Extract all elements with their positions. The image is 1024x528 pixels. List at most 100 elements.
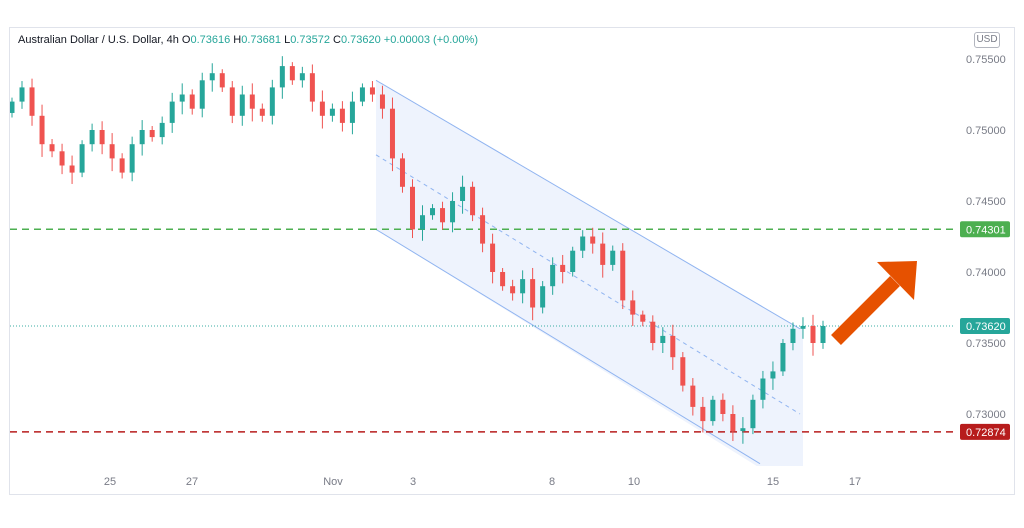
candle-body-53 — [540, 286, 546, 308]
candle-body-9 — [99, 130, 105, 145]
candle-body-13 — [139, 130, 145, 145]
candle-body-61 — [620, 250, 626, 301]
candle-body-38 — [389, 108, 395, 159]
candle-body-76 — [770, 371, 776, 379]
candle-body-45 — [460, 186, 466, 201]
candle-body-20 — [209, 73, 215, 81]
candles — [10, 56, 826, 444]
y-tick-4: 0.73500 — [966, 338, 1006, 350]
candle-body-28 — [289, 66, 295, 81]
arrow-head — [877, 261, 917, 300]
price-tag-1 — [960, 423, 1010, 440]
candle-body-73 — [740, 428, 746, 432]
candle-body-5 — [59, 151, 65, 166]
candle-body-34 — [349, 101, 355, 123]
y-tick-2: 0.74500 — [966, 196, 1006, 208]
x-tick-3: 3 — [410, 476, 416, 488]
candle-body-32 — [329, 108, 335, 116]
candle-body-57 — [580, 236, 586, 251]
candle-body-75 — [760, 378, 766, 400]
candle-body-80 — [810, 325, 816, 343]
candle-body-60 — [610, 250, 616, 265]
candle-body-78 — [790, 328, 796, 343]
candle-body-79 — [800, 325, 806, 329]
candle-body-63 — [640, 314, 646, 322]
candle-body-0 — [10, 101, 15, 113]
candle-body-30 — [309, 73, 315, 102]
candle-body-1 — [19, 87, 25, 102]
close-label: C — [333, 34, 341, 46]
candle-body-37 — [379, 94, 385, 109]
x-tick-1: 27 — [186, 476, 198, 488]
high-value: 0.73681 — [241, 34, 281, 46]
candle-body-68 — [690, 385, 696, 407]
candle-body-52 — [530, 279, 536, 308]
y-tick-3: 0.74000 — [966, 267, 1006, 279]
candle-body-8 — [89, 130, 95, 145]
candle-body-35 — [359, 87, 365, 102]
candle-body-41 — [420, 215, 426, 230]
candle-body-55 — [560, 264, 566, 272]
x-tick-7: 17 — [849, 476, 861, 488]
arrow-shaft — [831, 276, 900, 345]
candle-body-42 — [430, 208, 436, 216]
x-tick-6: 15 — [767, 476, 779, 488]
candle-body-19 — [199, 80, 205, 109]
candle-body-71 — [720, 399, 726, 414]
y-tick-1: 0.75000 — [966, 125, 1006, 137]
candle-body-25 — [259, 108, 265, 116]
time-axis: 25 27 Nov 3 8 10 15 17 — [104, 476, 861, 488]
x-tick-4: 8 — [549, 476, 555, 488]
channel-fill — [376, 80, 803, 466]
candle-body-21 — [219, 73, 225, 88]
candle-body-43 — [440, 208, 446, 223]
candle-body-56 — [570, 250, 576, 272]
candle-body-17 — [179, 94, 185, 102]
candle-body-22 — [229, 87, 235, 116]
candle-body-69 — [700, 406, 706, 422]
candle-body-65 — [660, 335, 666, 343]
x-tick-5: 10 — [628, 476, 640, 488]
low-label: L — [284, 34, 291, 46]
candle-body-24 — [249, 94, 255, 109]
candle-body-51 — [520, 279, 526, 294]
channel-lower-line — [375, 228, 761, 465]
candle-body-74 — [750, 399, 756, 429]
close-value: 0.73620 — [340, 34, 381, 46]
candle-body-4 — [49, 144, 55, 152]
candle-body-72 — [730, 414, 736, 432]
y-tick-0: 0.75500 — [966, 54, 1006, 66]
high-label: H — [233, 34, 242, 46]
y-tick-5: 0.73000 — [966, 409, 1006, 421]
candle-body-59 — [600, 243, 606, 265]
candle-body-6 — [69, 165, 75, 173]
candle-body-58 — [590, 236, 596, 244]
candle-body-14 — [149, 130, 155, 138]
candle-body-64 — [650, 321, 656, 343]
candle-body-81 — [820, 325, 826, 343]
change-value: +0.00003 (+0.00%) — [383, 34, 478, 46]
currency-button[interactable]: USD — [974, 32, 1000, 48]
candle-body-48 — [490, 243, 496, 272]
open-value: 0.73616 — [190, 34, 231, 46]
price-tags: 0.74301 0.72874 0.73620 — [960, 221, 1010, 440]
candle-body-39 — [399, 158, 405, 187]
candle-body-12 — [129, 144, 135, 173]
chart-legend: Australian Dollar / U.S. Dollar, 4h O0.7… — [18, 34, 478, 46]
candle-body-33 — [339, 108, 345, 123]
candle-body-47 — [480, 215, 486, 244]
price-tag-0 — [960, 221, 1010, 238]
open-label: O — [181, 34, 191, 46]
candle-body-77 — [780, 343, 786, 372]
candle-body-18 — [189, 94, 195, 109]
candle-body-11 — [119, 158, 125, 173]
candle-body-44 — [450, 201, 456, 223]
candle-body-2 — [29, 87, 35, 116]
candle-body-26 — [269, 87, 275, 116]
candle-body-49 — [500, 272, 506, 287]
candle-body-40 — [409, 186, 415, 230]
x-tick-2: Nov — [323, 476, 343, 488]
x-tick-0: 25 — [104, 476, 116, 488]
interval: 4h — [166, 34, 179, 46]
